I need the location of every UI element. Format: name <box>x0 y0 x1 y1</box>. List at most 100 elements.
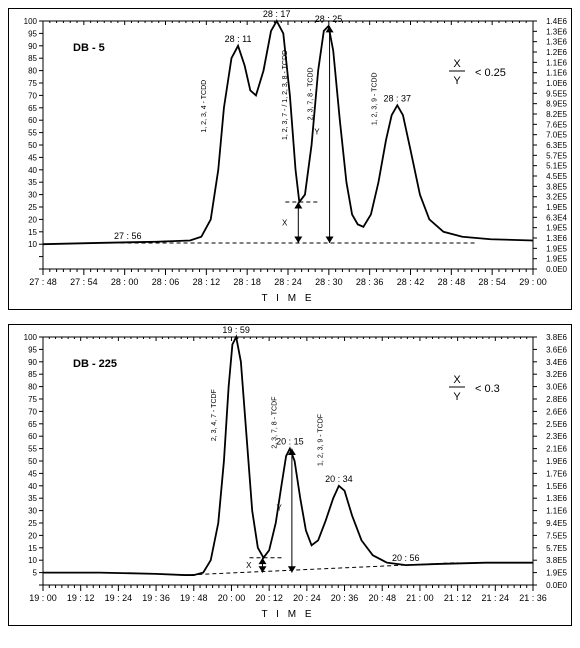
svg-text:20 : 36: 20 : 36 <box>331 593 359 603</box>
svg-text:20 : 24: 20 : 24 <box>293 593 321 603</box>
svg-text:45: 45 <box>28 469 37 478</box>
svg-text:95: 95 <box>28 345 37 354</box>
svg-text:20: 20 <box>28 531 37 540</box>
svg-text:X: X <box>453 58 461 70</box>
svg-text:100: 100 <box>24 17 38 26</box>
svg-text:85: 85 <box>28 54 37 63</box>
svg-text:T I M E: T I M E <box>261 293 314 304</box>
svg-text:3.8E5: 3.8E5 <box>546 182 567 191</box>
svg-text:2.6E6: 2.6E6 <box>546 407 567 416</box>
svg-text:28 : 30: 28 : 30 <box>315 277 343 287</box>
svg-text:75: 75 <box>28 79 37 88</box>
svg-text:65: 65 <box>28 420 37 429</box>
svg-text:45: 45 <box>28 153 37 162</box>
svg-text:< 0.25: < 0.25 <box>475 67 506 79</box>
svg-text:21 : 36: 21 : 36 <box>519 593 547 603</box>
svg-text:19 : 48: 19 : 48 <box>180 593 208 603</box>
svg-text:90: 90 <box>28 42 37 51</box>
svg-text:70: 70 <box>28 91 37 100</box>
svg-text:60: 60 <box>28 116 37 125</box>
svg-text:28 : 54: 28 : 54 <box>478 277 506 287</box>
svg-text:3.6E6: 3.6E6 <box>546 345 567 354</box>
svg-text:1.7E6: 1.7E6 <box>546 469 567 478</box>
svg-text:20 : 00: 20 : 00 <box>218 593 246 603</box>
svg-text:9.4E5: 9.4E5 <box>546 519 567 528</box>
svg-text:6.3E5: 6.3E5 <box>546 141 567 150</box>
svg-text:28 : 17: 28 : 17 <box>263 9 291 19</box>
svg-text:6.3E4: 6.3E4 <box>546 213 567 222</box>
svg-text:15: 15 <box>28 544 37 553</box>
svg-text:1.2E6: 1.2E6 <box>546 48 567 57</box>
svg-text:19 : 24: 19 : 24 <box>105 593 133 603</box>
svg-text:80: 80 <box>28 67 37 76</box>
svg-text:21 : 24: 21 : 24 <box>482 593 510 603</box>
svg-text:20: 20 <box>28 215 37 224</box>
svg-text:20 : 15: 20 : 15 <box>276 437 304 447</box>
svg-text:19 : 00: 19 : 00 <box>29 593 57 603</box>
svg-text:65: 65 <box>28 104 37 113</box>
svg-text:T I M E: T I M E <box>261 609 314 620</box>
svg-text:19 : 12: 19 : 12 <box>67 593 95 603</box>
svg-text:40: 40 <box>28 166 37 175</box>
svg-text:5.1E5: 5.1E5 <box>546 162 567 171</box>
svg-text:28 : 48: 28 : 48 <box>438 277 466 287</box>
svg-text:1.1E6: 1.1E6 <box>546 69 567 78</box>
svg-text:1.9E5: 1.9E5 <box>546 255 567 264</box>
svg-text:1, 2, 3, 4 - TCDD: 1, 2, 3, 4 - TCDD <box>201 80 208 133</box>
svg-text:X: X <box>453 374 461 386</box>
svg-text:7.0E5: 7.0E5 <box>546 131 567 140</box>
svg-text:2.5E6: 2.5E6 <box>546 420 567 429</box>
svg-text:25: 25 <box>28 203 37 212</box>
svg-text:2.8E6: 2.8E6 <box>546 395 567 404</box>
svg-text:X: X <box>246 561 252 570</box>
svg-text:8.2E5: 8.2E5 <box>546 110 567 119</box>
svg-text:DB - 5: DB - 5 <box>73 42 105 54</box>
svg-text:2, 3, 7, 8 - TCDD: 2, 3, 7, 8 - TCDD <box>307 67 314 120</box>
svg-text:21 : 00: 21 : 00 <box>406 593 434 603</box>
svg-text:1.5E6: 1.5E6 <box>546 482 567 491</box>
svg-text:1, 2, 3, 7 - / 1, 2, 3, 8 - TC: 1, 2, 3, 7 - / 1, 2, 3, 8 - TCDD <box>282 50 289 140</box>
svg-text:28 : 11: 28 : 11 <box>225 34 252 44</box>
svg-text:1.3E6: 1.3E6 <box>546 38 567 47</box>
svg-text:5: 5 <box>33 569 38 578</box>
svg-text:28 : 24: 28 : 24 <box>274 277 302 287</box>
svg-text:2.1E6: 2.1E6 <box>546 445 567 454</box>
svg-text:1.9E5: 1.9E5 <box>546 203 567 212</box>
svg-text:3.8E5: 3.8E5 <box>546 556 567 565</box>
svg-text:Y: Y <box>314 127 320 136</box>
svg-text:20 : 56: 20 : 56 <box>392 553 420 563</box>
svg-text:28 : 12: 28 : 12 <box>193 277 221 287</box>
svg-text:3.4E6: 3.4E6 <box>546 358 567 367</box>
svg-text:30: 30 <box>28 191 37 200</box>
svg-text:60: 60 <box>28 432 37 441</box>
svg-text:28 : 37: 28 : 37 <box>384 93 412 103</box>
svg-text:7.5E5: 7.5E5 <box>546 531 567 540</box>
svg-text:7.6E5: 7.6E5 <box>546 120 567 129</box>
chart-panel-top: 1015202530354045505560657075808590951000… <box>8 8 572 310</box>
svg-text:1.3E6: 1.3E6 <box>546 494 567 503</box>
svg-text:55: 55 <box>28 129 37 138</box>
svg-text:19 : 59: 19 : 59 <box>222 325 250 335</box>
svg-text:1.9E5: 1.9E5 <box>546 569 567 578</box>
svg-text:1, 2, 3, 9 - TCDF: 1, 2, 3, 9 - TCDF <box>318 414 325 466</box>
svg-text:X: X <box>282 219 288 228</box>
svg-text:27 : 48: 27 : 48 <box>29 277 57 287</box>
svg-text:19 : 36: 19 : 36 <box>142 593 170 603</box>
svg-text:1.3E6: 1.3E6 <box>546 27 567 36</box>
svg-text:2, 3, 7, 8 - TCDF: 2, 3, 7, 8 - TCDF <box>272 397 279 449</box>
svg-text:5.7E5: 5.7E5 <box>546 544 567 553</box>
svg-text:4.5E5: 4.5E5 <box>546 172 567 181</box>
svg-text:50: 50 <box>28 141 37 150</box>
svg-text:9.5E5: 9.5E5 <box>546 89 567 98</box>
svg-text:100: 100 <box>24 333 38 342</box>
svg-text:80: 80 <box>28 383 37 392</box>
svg-text:50: 50 <box>28 457 37 466</box>
svg-text:95: 95 <box>28 29 37 38</box>
svg-text:25: 25 <box>28 519 37 528</box>
svg-text:85: 85 <box>28 370 37 379</box>
svg-text:35: 35 <box>28 178 37 187</box>
svg-text:28 : 06: 28 : 06 <box>152 277 180 287</box>
svg-text:40: 40 <box>28 482 37 491</box>
svg-text:75: 75 <box>28 395 37 404</box>
svg-text:28 : 18: 28 : 18 <box>233 277 261 287</box>
